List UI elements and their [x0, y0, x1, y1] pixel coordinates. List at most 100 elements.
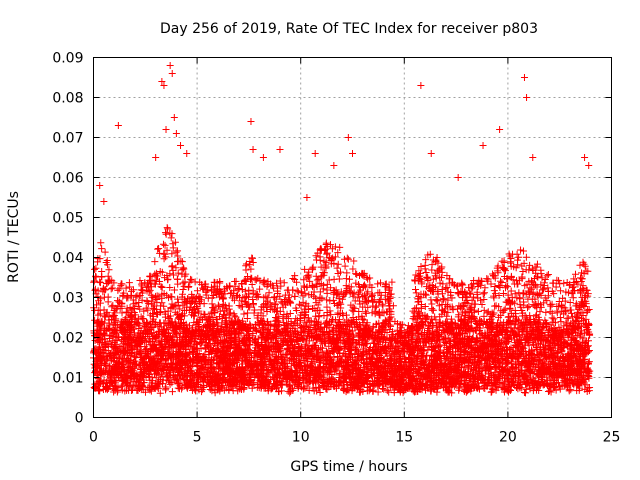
data-point [421, 302, 429, 310]
data-point [334, 249, 342, 257]
data-point [168, 263, 176, 271]
data-point [497, 277, 505, 285]
data-point [322, 239, 330, 247]
data-point [90, 277, 98, 285]
data-point [295, 300, 303, 308]
data-point [504, 275, 512, 283]
data-point [436, 265, 444, 273]
data-point [172, 248, 180, 256]
data-point [91, 265, 99, 273]
data-point [168, 388, 176, 396]
data-point [249, 300, 257, 308]
data-point [557, 318, 565, 326]
data-point [97, 272, 105, 280]
data-point [248, 254, 256, 262]
data-point [315, 312, 323, 320]
data-point [500, 265, 508, 273]
data-point [192, 387, 200, 395]
data-point [340, 255, 348, 263]
data-point [427, 296, 435, 304]
data-point [162, 385, 170, 393]
data-point [323, 296, 331, 304]
data-point [299, 385, 307, 393]
data-point [277, 298, 285, 306]
data-point [103, 280, 111, 288]
data-point [117, 282, 125, 290]
data-point [168, 262, 176, 270]
data-point [256, 285, 264, 293]
data-point [379, 302, 387, 310]
data-point [286, 309, 294, 317]
data-point [179, 301, 187, 309]
data-point [491, 282, 499, 290]
data-point [101, 248, 109, 256]
data-point [583, 286, 591, 294]
data-point [292, 304, 300, 312]
data-point [374, 280, 382, 288]
data-point [154, 245, 162, 253]
data-point [365, 387, 373, 395]
data-point [429, 306, 437, 314]
data-point [527, 285, 535, 293]
data-point [342, 311, 350, 319]
data-point [325, 276, 333, 284]
data-point [543, 272, 551, 280]
data-point [576, 261, 584, 269]
data-point [566, 298, 574, 306]
data-point [548, 314, 556, 322]
data-point [98, 245, 106, 253]
data-point [383, 387, 391, 395]
data-point [342, 275, 350, 283]
data-point [104, 272, 112, 280]
data-point [182, 270, 190, 278]
data-point [519, 247, 527, 255]
data-point [167, 234, 175, 242]
data-point [473, 290, 481, 298]
data-point [118, 309, 126, 317]
scatter-points [90, 62, 594, 397]
data-point [478, 300, 486, 308]
data-point [161, 229, 169, 237]
data-point [162, 230, 170, 238]
data-point [533, 263, 541, 271]
data-point [576, 274, 584, 282]
data-point [329, 296, 337, 304]
data-point [505, 250, 513, 258]
data-point [166, 284, 174, 292]
data-point [292, 315, 300, 323]
data-point [109, 301, 117, 309]
data-point [480, 289, 488, 297]
data-point [542, 308, 550, 316]
data-point [364, 275, 372, 283]
data-point [518, 307, 526, 315]
data-point [428, 300, 436, 308]
data-point [333, 264, 341, 272]
data-point [216, 307, 224, 315]
data-point [499, 290, 507, 298]
data-point [248, 274, 256, 282]
data-point [155, 278, 163, 286]
data-point [156, 302, 164, 310]
data-point [120, 289, 128, 297]
data-point [101, 286, 109, 294]
data-point [247, 265, 255, 273]
data-point [479, 290, 487, 298]
data-point [107, 285, 115, 293]
data-point [97, 239, 105, 247]
data-point [157, 308, 165, 316]
data-point [474, 384, 482, 392]
data-point [556, 313, 564, 321]
data-point [411, 286, 419, 294]
data-point [159, 240, 167, 248]
data-point [529, 290, 537, 298]
data-point [539, 286, 547, 294]
data-point [525, 302, 533, 310]
data-point [496, 283, 504, 291]
data-point [280, 279, 288, 287]
data-point [350, 307, 358, 315]
data-point [187, 275, 195, 283]
data-point [185, 283, 193, 291]
data-point [249, 289, 257, 297]
data-point [507, 259, 515, 267]
data-point [522, 253, 530, 261]
